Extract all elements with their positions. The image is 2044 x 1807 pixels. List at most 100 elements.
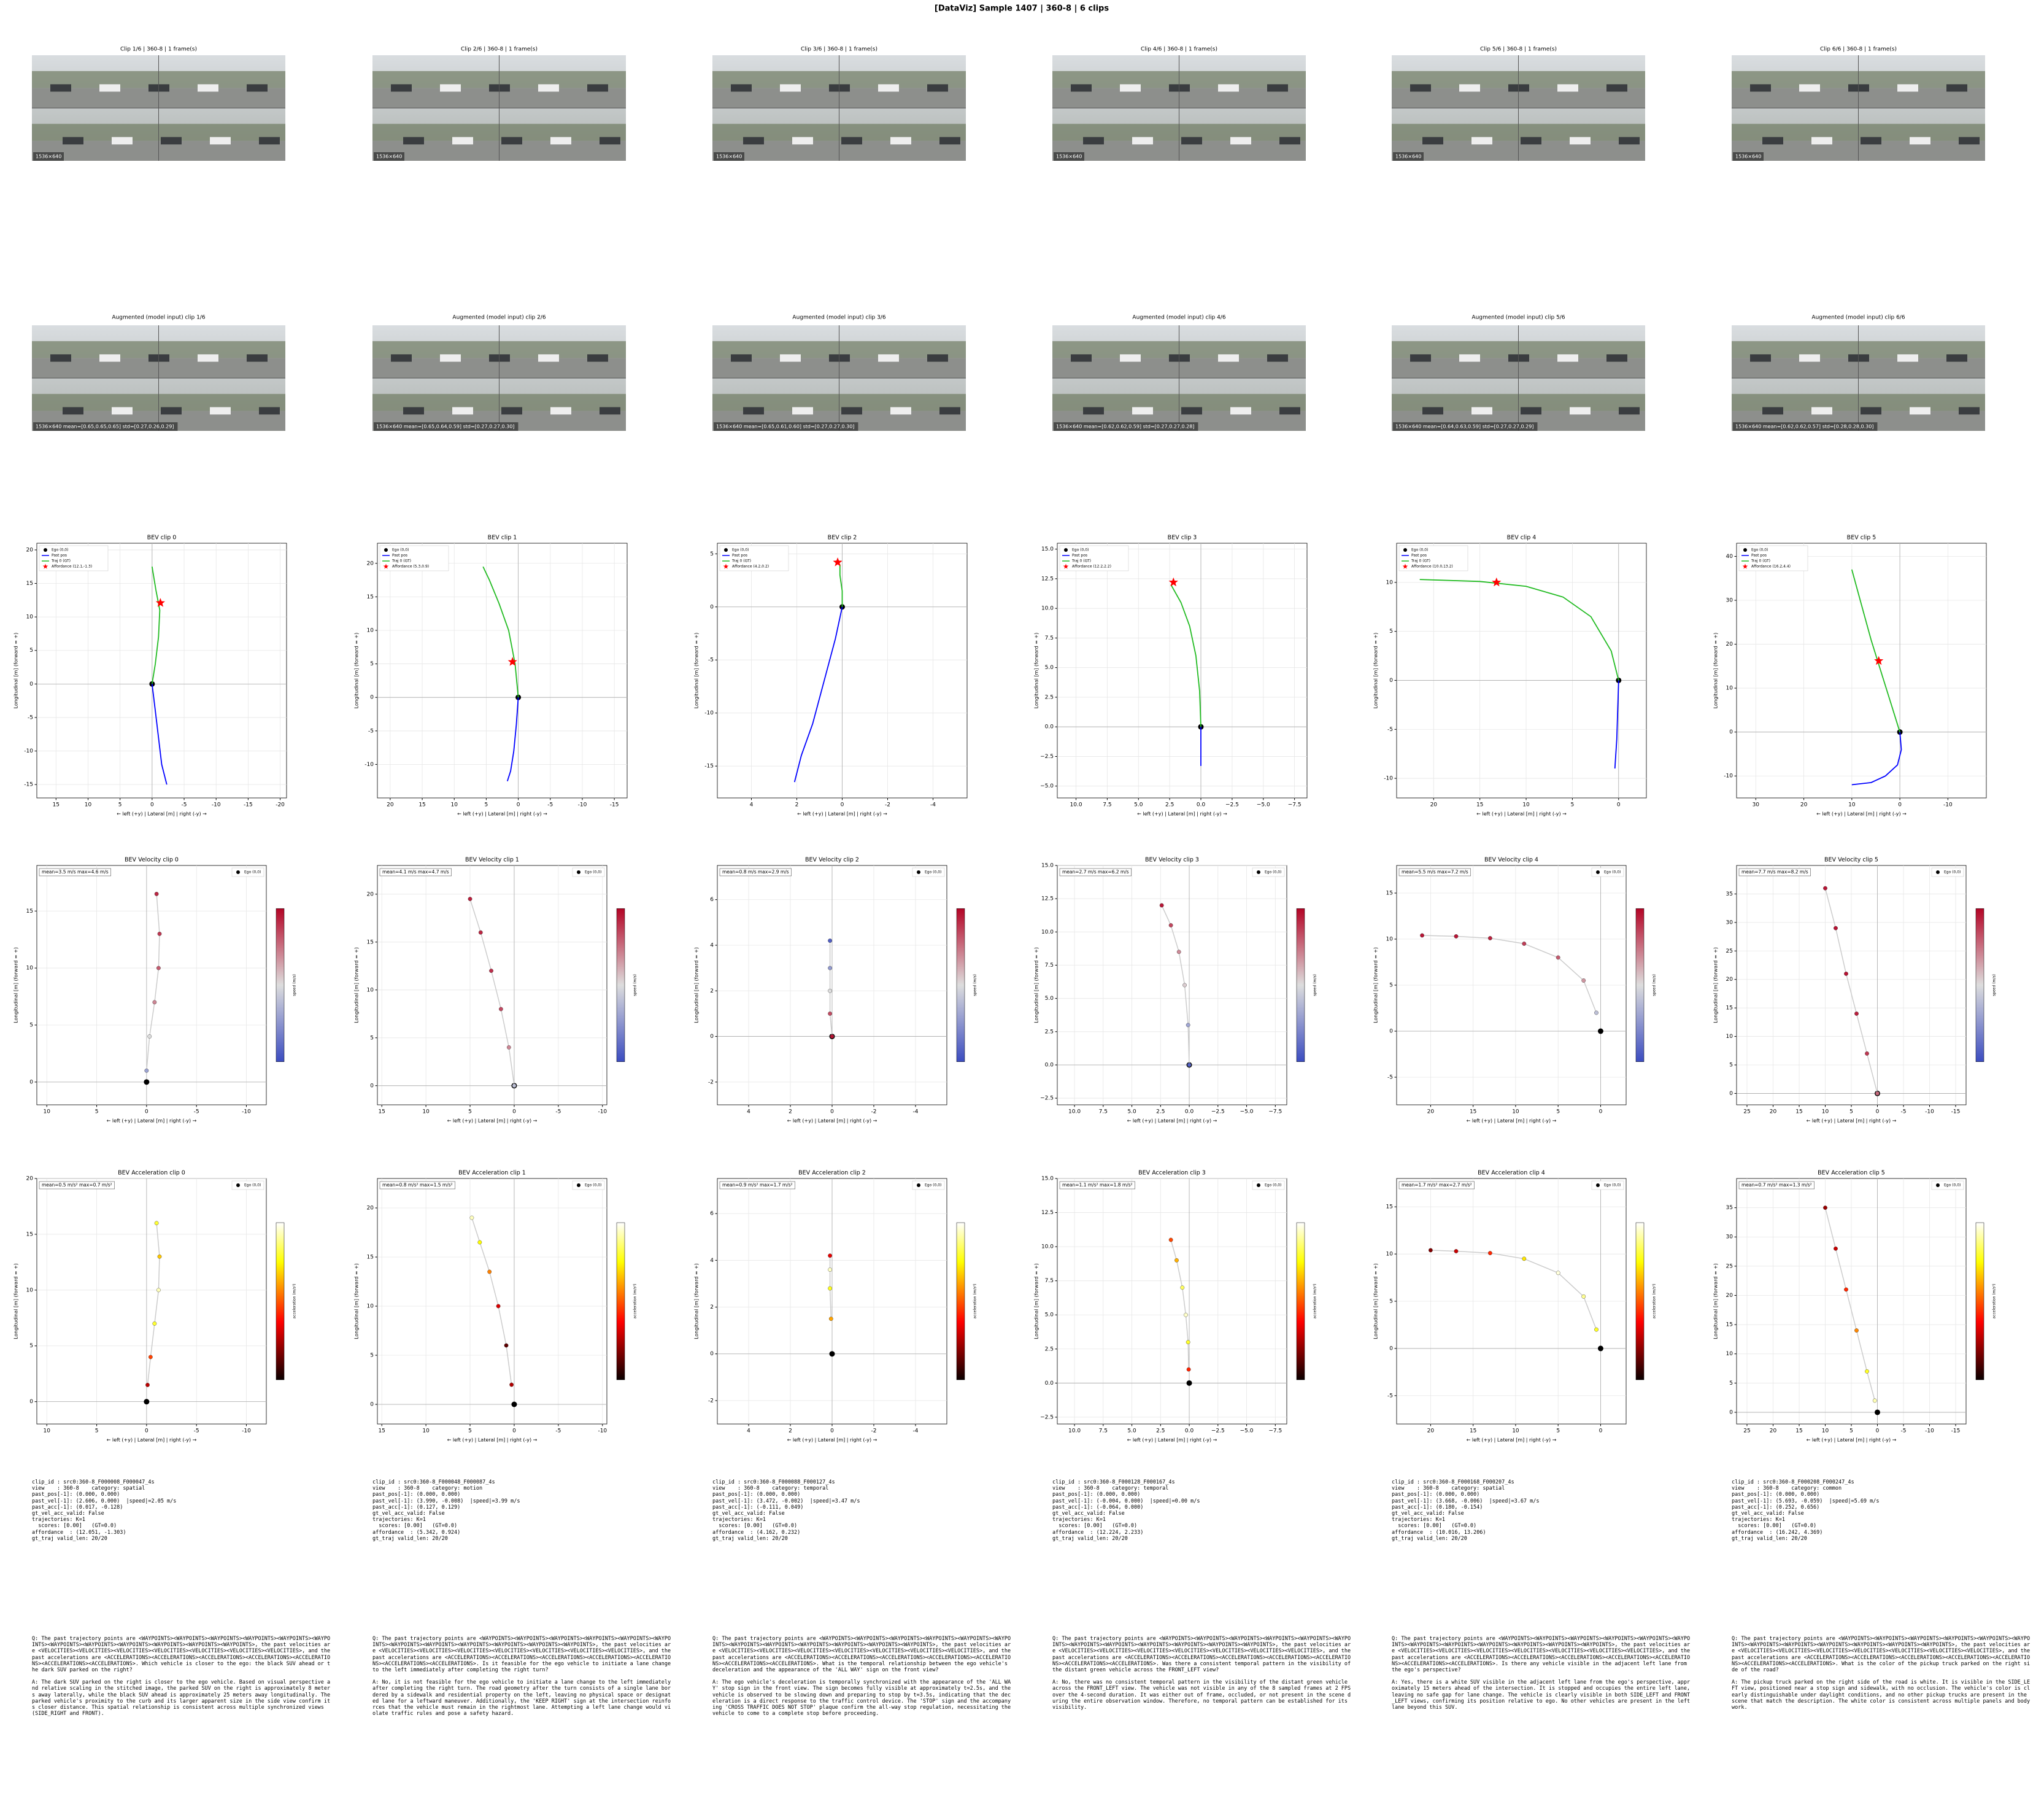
- legend-label: Traj 0 (GT): [731, 559, 751, 563]
- chart: 15 10 5 0 -5 -10 0 5 10 15 20 BEV Velocity clip 1 ← …: [354, 857, 638, 1124]
- photo-car: [1459, 354, 1480, 362]
- info-line: view : 360-8 category: temporal: [1052, 1485, 1169, 1492]
- photo-car: [841, 407, 862, 415]
- x-tick-label: -10: [1925, 1109, 1934, 1115]
- y-tick-label: 0: [1389, 1029, 1393, 1035]
- speed-point: [144, 1068, 149, 1073]
- legend-label: Past pos: [1411, 554, 1427, 558]
- info-line: past_pos[-1]: (0.000, 0.000): [372, 1492, 461, 1498]
- trajectory-guide: [471, 1217, 512, 1385]
- colorbar-label: acceleration (m/s²): [973, 1284, 978, 1319]
- photo-car: [1910, 407, 1930, 415]
- speed-point: [828, 1267, 833, 1272]
- aug-badge: 1536×640 mean=[0.62,0.62,0.59] std=[0.27…: [1056, 424, 1194, 430]
- question: Q: The past trajectory points are <WAYPO…: [1392, 1636, 1691, 1673]
- speed-point: [828, 1012, 833, 1016]
- chart-title: BEV Velocity clip 2: [805, 857, 859, 864]
- answer: A: The pickup truck parked on the right …: [1732, 1679, 2031, 1711]
- chart-title: BEV Acceleration clip 4: [1478, 1170, 1545, 1177]
- legend-box: [912, 867, 945, 877]
- x-axis-label: ← left (+y) | Lateral [m] | right (-y) →: [1467, 1437, 1557, 1443]
- x-tick-label: 10: [44, 1109, 51, 1115]
- info-line: gt_vel_acc_valid: False: [1052, 1510, 1125, 1517]
- clip-info: clip_id : src0:360-8_F000128_F000167_4s v…: [1052, 1479, 1200, 1542]
- frame-badge-bg: [714, 152, 744, 161]
- x-tick-label: 25: [1743, 1109, 1750, 1115]
- x-tick-label: 10: [1512, 1109, 1519, 1115]
- x-tick-label: 10: [1822, 1428, 1829, 1434]
- info-line: gt_vel_acc_valid: False: [712, 1510, 785, 1517]
- info-line: view : 360-8 category: spatial: [1392, 1485, 1505, 1492]
- info-line: scores: [0.00] (GT=0.0): [32, 1523, 117, 1530]
- y-tick-label: -5: [708, 657, 714, 664]
- x-tick-label: -2: [871, 1428, 877, 1434]
- info-line: clip_id : src0:360-8_F000008_F000047_4s: [32, 1479, 155, 1485]
- aug-badge-bg: [33, 422, 178, 431]
- y-tick-label: 7.5: [1045, 962, 1054, 969]
- x-tick-label: 2: [789, 1428, 792, 1434]
- speed-point: [1865, 1051, 1869, 1056]
- y-axis-label: Longitudinal [m] (forward = +): [354, 633, 360, 709]
- legend-label: Past pos: [1072, 554, 1087, 558]
- info-line: affordance : (10.016, 13.206): [1392, 1529, 1486, 1536]
- qa-block: Q: The past trajectory points are <WAYPO…: [1052, 1636, 1353, 1717]
- y-tick-label: 10: [26, 614, 34, 621]
- x-tick-label: 0: [1599, 1428, 1603, 1434]
- speed-point: [1187, 1062, 1192, 1067]
- x-axis-label: ← left (+y) | Lateral [m] | right (-y) →: [447, 1118, 538, 1124]
- y-tick-label: -15: [24, 782, 33, 788]
- photo-car: [247, 84, 268, 92]
- photo-car: [890, 407, 911, 415]
- y-tick-label: -5: [1387, 727, 1393, 733]
- y-tick-label: 15: [1726, 1322, 1733, 1328]
- x-tick-label: 15: [53, 802, 60, 808]
- y-tick-label: 15: [367, 594, 374, 600]
- legend-box: [1059, 545, 1129, 571]
- y-axis-label: Longitudinal [m] (forward = +): [354, 1263, 360, 1339]
- chart-title: BEV Acceleration clip 2: [798, 1170, 866, 1177]
- speed-point: [1844, 1287, 1848, 1292]
- trajectory: [506, 697, 519, 781]
- y-tick-label: 0: [710, 1034, 714, 1040]
- photo-car: [600, 407, 620, 415]
- aug-badge-bg: [1054, 422, 1198, 431]
- x-tick-label: 15: [1795, 1428, 1802, 1434]
- x-tick-label: -15: [1951, 1109, 1961, 1115]
- y-tick-label: −2.5: [1040, 754, 1054, 760]
- y-tick-label: 0: [29, 681, 33, 687]
- x-axis-label: ← left (+y) | Lateral [m] | right (-y) →: [107, 1118, 197, 1124]
- speed-point: [1182, 983, 1187, 988]
- speed-point: [477, 1240, 482, 1245]
- y-tick-label: 30: [1726, 919, 1734, 926]
- chart: 30 20 10 0 -10 -10 0 10 20 30 40 BEV clip 5 ← left (…: [1713, 535, 1987, 817]
- y-tick-label: 5: [1389, 983, 1393, 989]
- trajectory-guide: [469, 899, 515, 1086]
- speed-point: [828, 988, 833, 993]
- x-axis-label: ← left (+y) | Lateral [m] | right (-y) →: [1807, 1118, 1897, 1124]
- legend-label: Ego (0,0): [1072, 548, 1089, 552]
- legend-label: Ego (0,0): [52, 548, 68, 552]
- x-tick-label: 15: [1470, 1428, 1476, 1434]
- speed-point: [152, 1000, 157, 1005]
- x-tick-label: 0: [517, 802, 520, 808]
- photo-car: [878, 84, 899, 92]
- x-tick-label: 20: [1430, 802, 1438, 808]
- y-tick-label: 15: [367, 1255, 374, 1261]
- y-axis-label: Longitudinal [m] (forward = +): [1373, 633, 1379, 709]
- y-tick-label: 5: [370, 1353, 374, 1359]
- info-line: gt_traj valid_len: 20/20: [1732, 1535, 1807, 1542]
- trajectory-guide: [147, 1223, 160, 1385]
- y-tick-label: 4: [710, 943, 714, 949]
- photo-car: [600, 137, 620, 145]
- x-tick-label: 7.5: [1099, 1109, 1108, 1115]
- photo-car: [890, 137, 911, 145]
- photo-car: [587, 84, 608, 92]
- y-tick-label: -10: [364, 762, 374, 768]
- y-tick-label: -5: [1387, 1393, 1393, 1399]
- stats-annotation: mean=0.5 m/s² max=0.7 m/s²: [42, 1182, 112, 1188]
- x-tick-label: 2.5: [1156, 1109, 1165, 1115]
- qa-block: Q: The past trajectory points are <WAYPO…: [1392, 1636, 1692, 1717]
- x-axis-label: ← left (+y) | Lateral [m] | right (-y) →: [797, 811, 887, 817]
- y-axis-label: Longitudinal [m] (forward = +): [694, 947, 700, 1023]
- colorbar-label: speed (m/s): [1992, 974, 1997, 996]
